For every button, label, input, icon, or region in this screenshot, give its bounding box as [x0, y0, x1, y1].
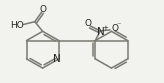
- Text: N: N: [97, 27, 105, 37]
- Text: HO: HO: [10, 21, 24, 30]
- Text: O: O: [112, 24, 118, 33]
- Text: N: N: [53, 54, 61, 64]
- Text: ⁻: ⁻: [117, 21, 121, 30]
- Text: O: O: [39, 5, 46, 14]
- Text: O: O: [85, 19, 92, 28]
- Text: +: +: [102, 25, 108, 31]
